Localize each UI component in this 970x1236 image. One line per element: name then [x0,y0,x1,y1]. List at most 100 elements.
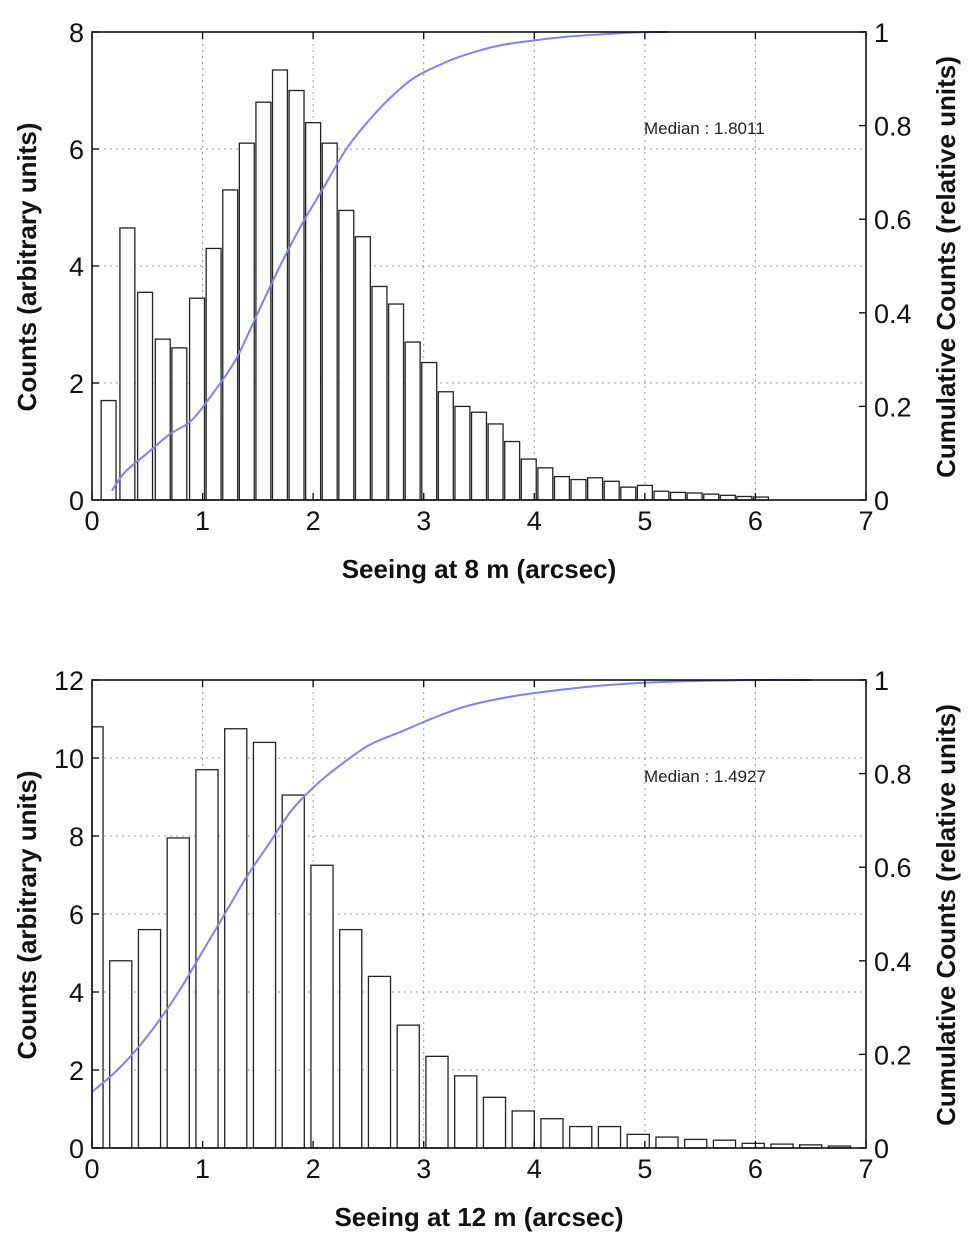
histogram-bar [669,491,687,501]
y-tick-label: 12 [54,666,84,696]
y2-axis-label: Cumulative Counts (relative units) [931,56,961,478]
y2-tick-label: 1 [874,666,889,696]
histogram-bar [470,411,488,501]
histogram-bar [188,297,206,501]
histogram-bar [321,142,338,501]
histogram-bar [620,486,637,501]
histogram-bar [404,341,421,501]
histogram-bar [252,741,277,1149]
x-tick-label: 3 [416,1154,431,1184]
histogram-bar [136,291,154,501]
histogram-bar [119,227,136,501]
histogram-bar [454,405,471,501]
y2-tick-label: 0.6 [874,853,912,883]
x-tick-label: 0 [84,506,99,536]
y-tick-label: 4 [69,978,84,1008]
histogram-bar [310,864,334,1149]
x-tick-label: 6 [748,1154,763,1184]
y2-tick-label: 1 [874,18,889,48]
x-tick-label: 2 [306,506,321,536]
histogram-bar [238,142,255,501]
histogram-bar [482,1096,507,1149]
y2-axis-label: Cumulative Counts (relative units) [931,704,961,1126]
histogram-bar [553,475,571,501]
y-tick-label: 4 [69,252,84,282]
histogram-bar [540,1118,564,1149]
histogram-bar [137,928,162,1149]
histogram-bar [396,1024,420,1149]
y-tick-label: 2 [69,369,84,399]
histogram-bar [712,1139,737,1149]
histogram-bar [339,928,363,1149]
histogram-bar [686,492,703,501]
y2-tick-label: 0.4 [874,947,912,977]
cumulative-curve [91,678,811,1093]
x-tick-label: 0 [84,1154,99,1184]
histogram-bar [626,1133,650,1149]
y-tick-label: 6 [69,900,84,930]
x-axis-label: Seeing at 12 m (arcsec) [334,1202,623,1232]
histogram-bar [425,1055,449,1149]
x-tick-label: 5 [637,506,652,536]
histogram-bar [109,960,133,1149]
histogram-bar [684,1138,708,1149]
x-tick-label: 6 [748,506,763,536]
x-tick-label: 5 [637,1154,652,1184]
histogram-bar [653,490,670,501]
histogram-bar [154,338,171,501]
histogram-bar [387,303,405,501]
median-annotation: Median : 1.4927 [644,767,766,786]
histogram-bar [569,1125,593,1149]
x-tick-label: 3 [416,506,431,536]
y-axis-label: Counts (arbitrary units) [12,123,42,412]
x-tick-label: 2 [306,1154,321,1184]
y-tick-label: 10 [54,744,84,774]
y2-tick-label: 0 [874,1134,889,1164]
x-tick-label: 4 [527,1154,542,1184]
y-tick-label: 6 [69,135,84,165]
cumulative-curve [111,31,667,492]
histogram-bar [100,399,117,501]
y2-tick-label: 0.8 [874,112,912,142]
y2-tick-label: 0.2 [874,1040,912,1070]
histogram-bars [91,726,852,1149]
histogram-bar [454,1075,478,1149]
histogram-bar [288,89,305,501]
histogram-bar [222,189,239,501]
x-tick-label: 1 [195,1154,210,1184]
y-tick-label: 8 [69,822,84,852]
x-tick-label: 7 [858,506,873,536]
histogram-bar [281,794,305,1149]
histogram-bar [224,728,248,1149]
histogram-bar [511,1110,535,1149]
histogram-bar [271,69,289,501]
histogram-bar [603,480,620,501]
histogram-bar [338,209,355,501]
x-axis-label: Seeing at 8 m (arcsec) [342,554,617,584]
y2-tick-label: 0.8 [874,760,912,790]
y-tick-label: 0 [69,1134,84,1164]
y-tick-label: 2 [69,1056,84,1086]
histogram-bar [487,423,504,501]
histogram-bar [437,391,454,501]
histogram-bar [570,478,587,501]
x-tick-label: 1 [195,506,210,536]
x-tick-label: 4 [527,506,542,536]
histogram-bar [597,1125,622,1149]
y-tick-label: 0 [69,486,84,516]
y2-tick-label: 0.4 [874,299,912,329]
histogram-bar [305,122,322,501]
histogram-bar [354,236,372,501]
histogram-bar [586,477,604,501]
histogram-bar [655,1136,679,1149]
y2-tick-label: 0.2 [874,392,912,422]
y-tick-label: 8 [69,18,84,48]
histogram-bar [703,493,720,501]
histogram-bar [171,347,188,501]
y-axis-label: Counts (arbitrary units) [12,771,42,1060]
histogram-bar [371,285,388,501]
